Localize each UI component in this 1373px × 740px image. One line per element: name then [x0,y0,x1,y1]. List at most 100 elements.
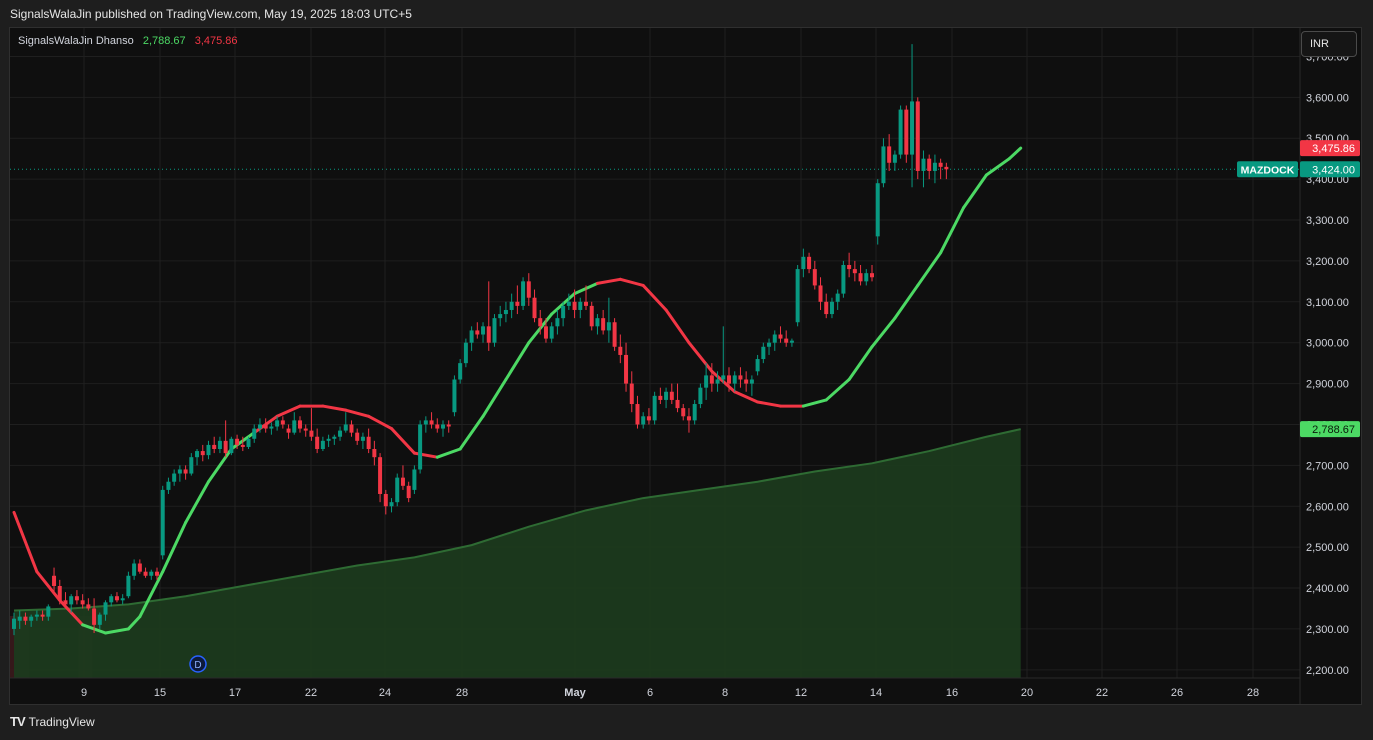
candle [155,567,159,580]
candle [732,371,737,392]
candle [606,297,611,343]
currency-button[interactable]: INR [1301,31,1357,57]
candle [595,314,600,335]
candle [932,154,937,184]
trend-price-tag-bg [1300,140,1360,157]
candle [761,342,766,364]
candle-body [704,375,709,388]
candle-body [332,436,337,439]
trend-segment [870,316,897,349]
candle-body [864,273,869,282]
symbol-price-tag-label: 3,424.00 [1312,164,1355,176]
candle-body [824,301,829,315]
candle [74,590,79,605]
candle [309,408,314,441]
candle [280,416,285,429]
trend-segment [184,480,210,525]
candle-body [103,602,108,615]
candle-body [452,379,457,413]
candle [286,424,291,439]
trend-segment [161,521,188,574]
candle-body [789,340,794,343]
candle [778,326,783,343]
time-tick-label: 20 [1021,687,1033,699]
symbol-name-tag-bg [1237,161,1298,178]
candle-body [744,379,749,384]
dividend-marker-label: D [194,660,201,671]
candle [938,158,943,180]
chart-panel[interactable]: 2,200.00 2,300.00 2,400.00 2,500.00 2,600.00… [9,27,1362,705]
candle [29,614,34,627]
candle-body [618,346,623,355]
candle-body [755,359,760,372]
candle [315,428,320,454]
trend-segment [390,427,416,455]
candle-body [829,301,834,315]
candle [841,260,846,298]
price-axis: 2,200.00 2,300.00 2,400.00 2,500.00 2,600.00… [1299,28,1349,704]
candle-body [921,158,926,171]
candle [664,387,669,409]
candle-body [578,301,583,310]
candle [807,252,812,274]
candle-body [63,600,68,605]
candle [601,309,606,335]
candle-body [212,444,217,450]
candle [892,150,897,171]
candle [584,285,588,310]
candle [69,594,74,613]
candle-body [692,404,697,421]
candle [858,264,863,286]
trend-segment [104,627,130,635]
trend-segment [504,341,531,381]
candle-body [280,420,285,425]
time-tick-label: 24 [379,687,391,699]
candle-body [97,614,102,625]
candle [481,322,486,343]
candle-body [584,301,588,306]
candle [921,150,926,188]
trend-segment [344,408,371,418]
candle-body [46,606,51,617]
indicator-legend[interactable]: SignalsWalaJin Dhanso 2,788.67 3,475.86 [18,35,238,47]
candle [326,434,331,447]
candle [829,297,834,319]
candle [418,420,423,474]
trend-segment [618,277,645,287]
candle-body [132,563,137,576]
candle-body [189,457,194,474]
candle [149,569,154,580]
indicator-value-trend: 3,475.86 [194,35,238,47]
candle [744,371,749,392]
candle [475,322,480,339]
candle [269,422,274,435]
candle-body [658,395,663,400]
candle [515,285,520,315]
time-tick-label: 14 [870,687,882,699]
trend-segment [35,570,62,602]
candle [561,301,566,327]
candle [686,408,691,433]
candle [749,375,754,396]
candle-body [74,596,79,601]
time-tick-label: 9 [81,687,87,699]
candle [881,138,886,188]
tradingview-logo[interactable]: TV TradingView [10,714,95,729]
candle-body [892,154,897,163]
price-chart[interactable]: 2,200.00 2,300.00 2,400.00 2,500.00 2,600.00… [10,28,1361,704]
candle-body [709,375,714,384]
candle [692,399,697,425]
price-tick-label: 2,500.00 [1306,542,1349,554]
candle [57,579,62,605]
candle-body [475,330,480,335]
candles [12,44,949,636]
candle [378,453,383,503]
candle [612,318,617,351]
candle-body [927,158,932,171]
candle [92,598,97,634]
candle [200,444,205,462]
price-tick-label: 3,600.00 [1306,92,1349,104]
candle [492,314,497,347]
candle [183,465,188,480]
candle-body [515,301,520,306]
